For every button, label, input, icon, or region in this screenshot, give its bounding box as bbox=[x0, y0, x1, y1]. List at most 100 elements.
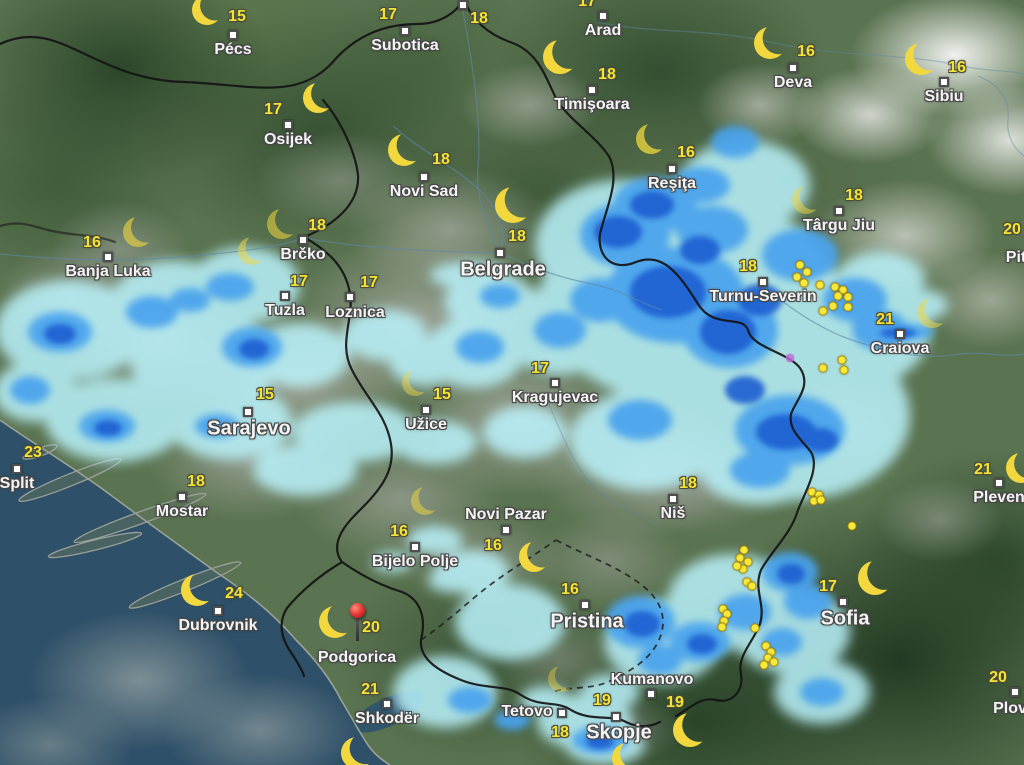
city-marker[interactable] bbox=[939, 77, 949, 87]
city-label: Užice bbox=[405, 416, 447, 433]
city-marker[interactable] bbox=[611, 712, 621, 722]
city-label: Turnu-Severin bbox=[709, 288, 817, 305]
crescent-moon-icon bbox=[548, 666, 574, 692]
temperature-label: 18 bbox=[308, 217, 326, 234]
city-marker[interactable] bbox=[419, 172, 429, 182]
city-marker[interactable] bbox=[668, 494, 678, 504]
city-marker[interactable] bbox=[834, 206, 844, 216]
crescent-moon-icon bbox=[1006, 453, 1024, 483]
city-marker[interactable] bbox=[788, 63, 798, 73]
lightning-dot-icon bbox=[761, 641, 771, 651]
city-label: Osijek bbox=[263, 131, 313, 148]
city-marker[interactable] bbox=[994, 478, 1004, 488]
city-marker[interactable] bbox=[177, 492, 187, 502]
city-marker[interactable] bbox=[667, 164, 677, 174]
city-marker[interactable] bbox=[838, 597, 848, 607]
city-label: Sarajevo bbox=[207, 417, 291, 440]
temperature-label: 17 bbox=[360, 274, 378, 291]
city-marker[interactable] bbox=[758, 277, 768, 287]
lightning-dot-icon bbox=[769, 657, 779, 667]
city-label: Novi Pazar bbox=[465, 506, 547, 523]
lightning-dot-icon bbox=[732, 561, 742, 571]
temperature-label: 20 bbox=[362, 619, 380, 636]
temperature-label: 18 bbox=[508, 228, 526, 245]
city-marker[interactable] bbox=[501, 525, 511, 535]
city-label: Sibiu bbox=[924, 88, 964, 105]
city-marker[interactable] bbox=[458, 0, 468, 10]
lightning-dot-icon bbox=[717, 622, 727, 632]
temperature-label: 21 bbox=[876, 311, 894, 328]
city-label: Tuzla bbox=[265, 302, 305, 319]
city-label: Târgu Jiu bbox=[802, 217, 876, 234]
city-label: Pécs bbox=[214, 41, 252, 58]
city-marker[interactable] bbox=[587, 85, 597, 95]
lightning-dot-icon bbox=[747, 581, 757, 591]
temperature-label: 18 bbox=[739, 258, 757, 275]
temperature-label: 18 bbox=[679, 475, 697, 492]
city-marker[interactable] bbox=[580, 600, 590, 610]
city-label: Podgorica bbox=[317, 649, 397, 666]
city-marker[interactable] bbox=[400, 26, 410, 36]
city-marker[interactable] bbox=[550, 378, 560, 388]
crescent-moon-icon bbox=[543, 40, 577, 74]
city-marker[interactable] bbox=[103, 252, 113, 262]
lightning-dot-icon bbox=[847, 521, 857, 531]
city-marker[interactable] bbox=[298, 235, 308, 245]
temperature-label: 23 bbox=[24, 444, 42, 461]
temperature-label: 16 bbox=[948, 59, 966, 76]
temperature-label: 19 bbox=[666, 694, 684, 711]
city-marker[interactable] bbox=[228, 30, 238, 40]
crescent-moon-icon bbox=[917, 298, 947, 328]
temperature-label: 18 bbox=[432, 151, 450, 168]
crescent-moon-icon bbox=[341, 737, 373, 765]
city-label: Sofia bbox=[820, 607, 870, 630]
city-marker[interactable] bbox=[280, 291, 290, 301]
city-marker[interactable] bbox=[410, 542, 420, 552]
lightning-dot-icon bbox=[828, 301, 838, 311]
city-marker[interactable] bbox=[421, 405, 431, 415]
city-marker[interactable] bbox=[646, 689, 656, 699]
crescent-moon-icon bbox=[238, 237, 266, 265]
crescent-moon-icon bbox=[519, 542, 549, 572]
city-marker[interactable] bbox=[382, 699, 392, 709]
city-marker[interactable] bbox=[213, 606, 223, 616]
crescent-moon-icon bbox=[319, 606, 351, 638]
city-marker[interactable] bbox=[598, 11, 608, 21]
temperature-label: 15 bbox=[256, 386, 274, 403]
city-label: Banja Luka bbox=[65, 263, 151, 280]
city-label: Pristina bbox=[550, 610, 624, 633]
lightning-dot-icon bbox=[802, 267, 812, 277]
temperature-label: 17 bbox=[290, 273, 308, 290]
city-marker[interactable] bbox=[895, 329, 905, 339]
crescent-moon-icon bbox=[754, 27, 786, 59]
lightning-dot-icon bbox=[843, 292, 853, 302]
pin-stem bbox=[355, 612, 359, 641]
pin-head bbox=[349, 602, 365, 618]
crescent-moon-icon bbox=[495, 187, 531, 223]
city-marker[interactable] bbox=[1010, 687, 1020, 697]
temperature-label: 24 bbox=[225, 585, 243, 602]
city-marker[interactable] bbox=[495, 248, 505, 258]
temperature-label: 17 bbox=[819, 578, 837, 595]
city-marker[interactable] bbox=[283, 120, 293, 130]
crescent-moon-icon bbox=[673, 713, 707, 747]
city-label: Dubrovnik bbox=[178, 617, 258, 634]
city-label: Deva bbox=[773, 74, 813, 91]
lightning-dot-icon bbox=[839, 365, 849, 375]
temperature-label: 16 bbox=[390, 523, 408, 540]
lightning-dot-icon bbox=[818, 306, 828, 316]
crescent-moon-icon bbox=[636, 124, 666, 154]
temperature-label: 16 bbox=[484, 537, 502, 554]
temperature-label: 20 bbox=[1003, 221, 1021, 238]
temperature-label: 16 bbox=[797, 43, 815, 60]
temperature-label: 16 bbox=[561, 581, 579, 598]
city-marker[interactable] bbox=[557, 708, 567, 718]
temperature-label: 15 bbox=[228, 8, 246, 25]
city-label: Niš bbox=[660, 505, 686, 522]
crescent-moon-icon bbox=[612, 743, 642, 765]
city-marker[interactable] bbox=[345, 292, 355, 302]
crescent-moon-icon bbox=[792, 186, 820, 214]
city-marker[interactable] bbox=[12, 464, 22, 474]
city-marker[interactable] bbox=[243, 407, 253, 417]
